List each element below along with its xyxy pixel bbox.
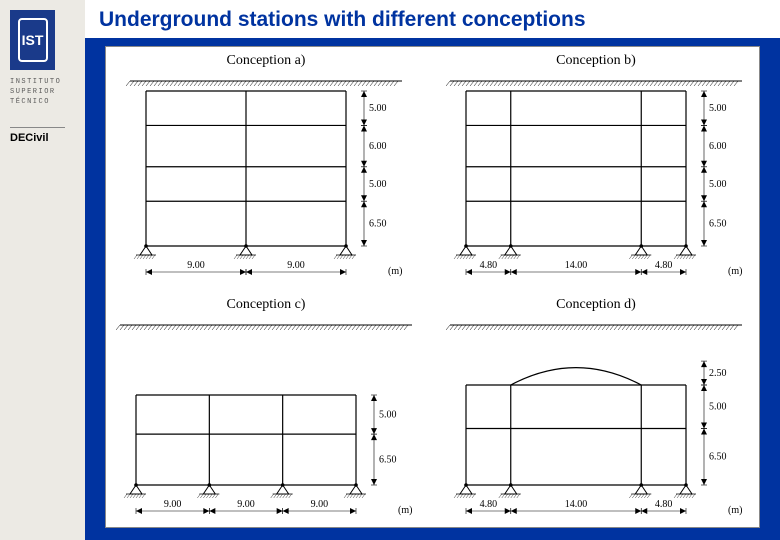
panel-conception-c: Conception c) 5.00 6.50 9.00 9.00 9.00 (m) (116, 297, 416, 525)
panel-b-title: Conception b) (446, 53, 746, 69)
svg-text:6.50: 6.50 (379, 455, 397, 466)
svg-text:5.00: 5.00 (709, 402, 727, 413)
panel-conception-b: Conception b) 5.00 6.00 5.00 6.50 4.80 14.00 4… (446, 53, 746, 286)
svg-text:9.00: 9.00 (237, 499, 255, 510)
svg-text:4.80: 4.80 (655, 260, 673, 271)
svg-text:6.50: 6.50 (709, 219, 727, 230)
svg-text:2.50: 2.50 (709, 368, 727, 379)
svg-text:5.00: 5.00 (709, 179, 727, 190)
svg-text:6.00: 6.00 (709, 141, 727, 152)
svg-text:(m): (m) (728, 266, 742, 277)
svg-text:5.00: 5.00 (379, 410, 397, 421)
diagram-conception-a: 5.00 6.00 5.00 6.50 9.00 9.00 (m) (126, 71, 406, 286)
svg-text:5.00: 5.00 (369, 103, 387, 114)
main-panel: Underground stations with different conc… (85, 0, 780, 540)
svg-text:14.00: 14.00 (565, 260, 588, 271)
diagram-conception-c: 5.00 6.50 9.00 9.00 9.00 (m) (116, 315, 416, 525)
panel-d-title: Conception d) (446, 297, 746, 313)
panel-a-title: Conception a) (126, 53, 406, 69)
panel-conception-a: Conception a) 5.00 6.00 5.00 6.50 9.00 9.00 (m… (126, 53, 406, 286)
sidebar: IST INSTITUTO SUPERIOR TÉCNICO DECivil (0, 0, 85, 540)
figure-area: Conception a) 5.00 6.00 5.00 6.50 9.00 9.00 (m… (105, 46, 760, 528)
page-title: Underground stations with different conc… (85, 0, 780, 38)
svg-text:6.50: 6.50 (369, 219, 387, 230)
svg-text:9.00: 9.00 (287, 260, 305, 271)
svg-text:14.00: 14.00 (565, 499, 588, 510)
svg-text:9.00: 9.00 (187, 260, 205, 271)
svg-text:4.80: 4.80 (480, 260, 498, 271)
diagram-conception-b: 5.00 6.00 5.00 6.50 4.80 14.00 4.80 (m) (446, 71, 746, 286)
svg-text:9.00: 9.00 (164, 499, 182, 510)
institute-line1: INSTITUTO (10, 78, 85, 88)
institute-line3: TÉCNICO (10, 98, 85, 108)
svg-text:6.50: 6.50 (709, 452, 727, 463)
panel-c-title: Conception c) (116, 297, 416, 313)
svg-text:4.80: 4.80 (480, 499, 498, 510)
svg-text:6.00: 6.00 (369, 141, 387, 152)
svg-text:5.00: 5.00 (709, 103, 727, 114)
svg-text:9.00: 9.00 (311, 499, 329, 510)
institute-line2: SUPERIOR (10, 88, 85, 98)
svg-text:(m): (m) (398, 505, 412, 516)
department-label: DECivil (10, 127, 65, 144)
svg-text:5.00: 5.00 (369, 179, 387, 190)
svg-text:4.80: 4.80 (655, 499, 673, 510)
svg-text:(m): (m) (728, 505, 742, 516)
diagram-conception-d: 5.00 6.50 2.50 4.80 14.00 4.80 (m) (446, 315, 746, 525)
ist-logo-letters: IST (18, 18, 48, 62)
ist-logo: IST (10, 10, 55, 70)
panel-conception-d: Conception d) 5.00 6.50 2.50 4.80 14.00 4.80 (… (446, 297, 746, 525)
svg-text:(m): (m) (388, 266, 402, 277)
